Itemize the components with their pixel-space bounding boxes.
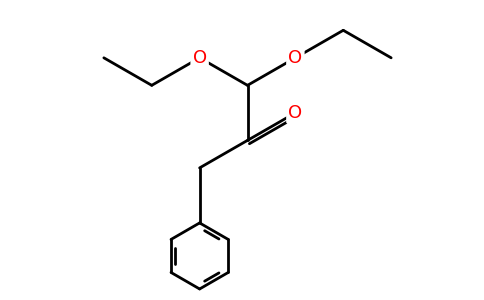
Text: O: O xyxy=(288,104,302,122)
Text: O: O xyxy=(193,49,207,67)
Text: O: O xyxy=(288,49,302,67)
